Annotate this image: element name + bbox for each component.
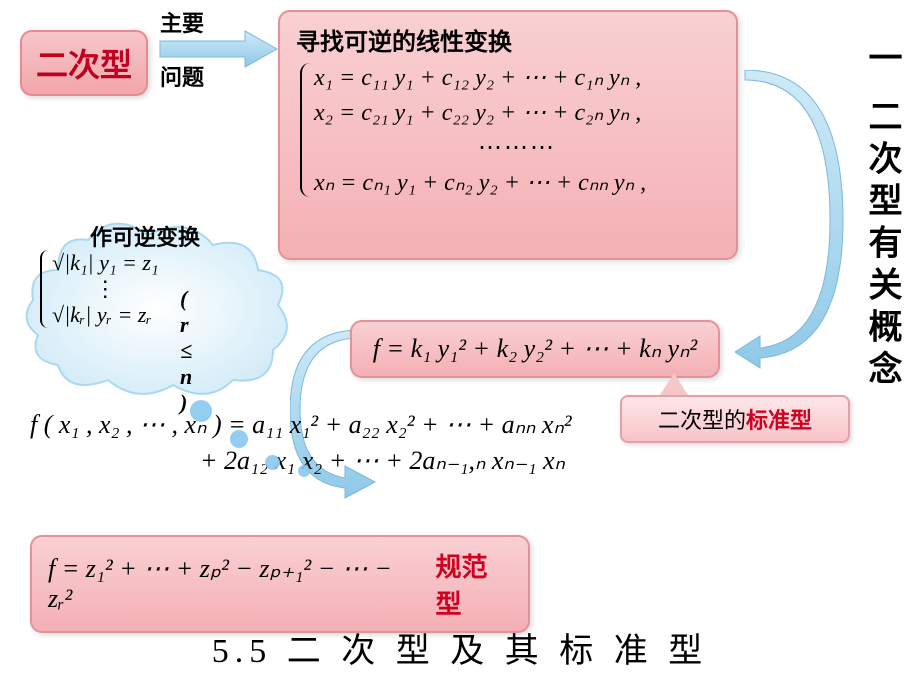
cloud-row1: √|k₁| y₁ = z₁: [52, 250, 159, 276]
linear-header: 寻找可逆的线性变换: [296, 22, 720, 57]
box-quadratic-form: 二次型: [20, 30, 148, 96]
callout-main: 标准型: [746, 408, 812, 433]
linear-rown: xₙ = cₙ₁ y₁ + cₙ₂ y₂ + ⋯ + cₙₙ yₙ ,: [314, 168, 720, 197]
canonical-label: 规范型: [435, 547, 512, 621]
box-standard-form: f = k₁ y₁² + k₂ y₂² + ⋯ + kₙ yₙ²: [350, 320, 720, 378]
box-linear-transform: 寻找可逆的线性变换 x₁ = c₁₁ y₁ + c₁₂ y₂ + ⋯ + c₁ₙ…: [278, 10, 738, 260]
box-quadratic-label: 二次型: [36, 47, 132, 83]
standard-formula: f = k₁ y₁² + k₂ y₂² + ⋯ + kₙ yₙ²: [373, 334, 697, 363]
vertical-section-label: 一 二次型有关概念: [870, 40, 906, 393]
cloud-math: √|k₁| y₁ = z₁ ⋮ √|kᵣ| yᵣ = zᵣ ( r ≤ n ): [40, 250, 159, 328]
cloud-rowr: √|kᵣ| yᵣ = zᵣ: [52, 302, 159, 328]
bubble-icon: [265, 455, 280, 470]
box-canonical-form: f = z₁² + ⋯ + zₚ² − zₚ₊₁² − ⋯ − zᵣ² 规范型: [30, 535, 530, 633]
bubble-icon: [298, 465, 310, 477]
cloud-header: 作可逆变换: [90, 220, 200, 252]
arrow-to-standard: [735, 70, 855, 370]
bubble-icon: [190, 400, 212, 422]
canonical-formula: f = z₁² + ⋯ + zₚ² − zₚ₊₁² − ⋯ − zᵣ²: [48, 554, 415, 614]
expansion-formula: f ( x₁ , x₂ , ⋯ , xₙ ) = a₁₁ x₁² + a₂₂ x…: [30, 410, 730, 476]
cloud-dots: ⋮: [52, 276, 159, 302]
linear-row2: x₂ = c₂₁ y₁ + c₂₂ y₂ + ⋯ + c₂ₙ yₙ ,: [314, 98, 720, 127]
page-title: 5.5 二 次 型 及 其 标 准 型: [0, 623, 920, 672]
cloud-cond: ( r ≤ n ): [180, 286, 192, 416]
linear-dots: ⋯⋯⋯: [314, 133, 720, 162]
bubble-icon: [230, 430, 248, 448]
expansion-line1: f ( x₁ , x₂ , ⋯ , xₙ ) = a₁₁ x₁² + a₂₂ x…: [30, 410, 730, 440]
linear-row1: x₁ = c₁₁ y₁ + c₁₂ y₂ + ⋯ + c₁ₙ yₙ ,: [314, 63, 720, 92]
arrow-to-linear: [155, 25, 285, 75]
